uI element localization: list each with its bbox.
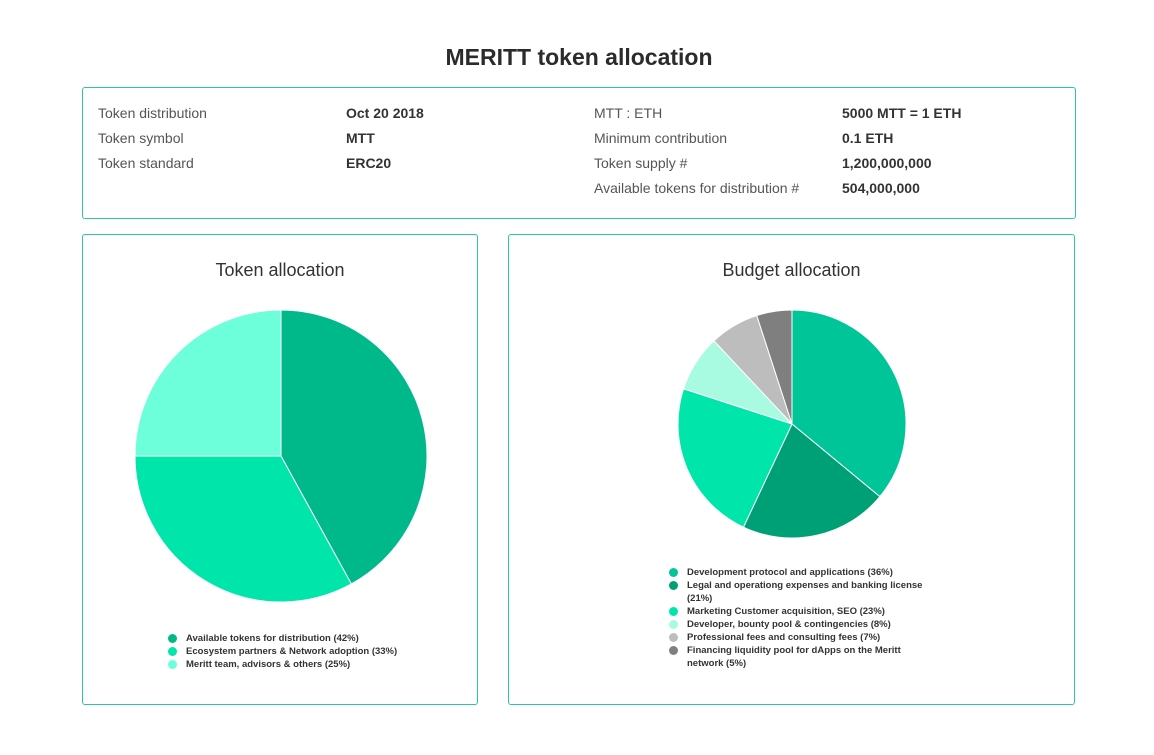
pie-slice xyxy=(134,309,282,457)
legend-swatch xyxy=(168,634,177,643)
token-allocation-panel: Token allocation Available tokens for di… xyxy=(82,234,478,705)
info-label: Token distribution xyxy=(98,105,207,121)
legend-label: Available tokens for distribution (42%) xyxy=(186,633,359,644)
token-info-panel: Token distribution Oct 20 2018 Token symbo… xyxy=(82,87,1076,219)
legend-item: Developer, bounty pool & contingencies (… xyxy=(669,618,929,631)
pie-slice xyxy=(791,309,907,498)
legend-swatch xyxy=(168,660,177,669)
legend-label: Meritt team, advisors & others (25%) xyxy=(186,659,351,670)
budget-allocation-pie xyxy=(677,309,907,539)
legend-swatch xyxy=(669,581,678,590)
info-label: MTT : ETH xyxy=(594,105,663,121)
legend-swatch xyxy=(669,620,678,629)
pie-slice xyxy=(742,423,881,539)
budget-allocation-title: Budget allocation xyxy=(722,260,861,280)
legend-label: Marketing Customer acquisition, SEO (23%… xyxy=(687,606,885,617)
info-label: Available tokens for distribution # xyxy=(594,180,800,196)
legend-item: Financing liquidity pool for dApps on th… xyxy=(669,644,929,670)
legend-item: Professional fees and consulting fees (7… xyxy=(669,631,929,644)
legend-swatch xyxy=(168,647,177,656)
legend-item: Meritt team, advisors & others (25%) xyxy=(168,658,428,671)
info-label: Minimum contribution xyxy=(594,130,728,146)
legend-label: Legal and operationg expenses and bankin… xyxy=(687,580,923,604)
info-value: ERC20 xyxy=(346,155,392,171)
page-title: MERITT token allocation xyxy=(445,44,713,70)
pie-slice xyxy=(677,388,793,528)
info-value: 0.1 ETH xyxy=(842,130,894,146)
legend-label: Ecosystem partners & Network adoption (3… xyxy=(186,646,398,657)
legend-swatch xyxy=(669,633,678,642)
legend-item: Legal and operationg expenses and bankin… xyxy=(669,579,929,605)
legend-item: Ecosystem partners & Network adoption (3… xyxy=(168,645,428,658)
info-value: 5000 MTT = 1 ETH xyxy=(842,105,962,121)
info-value: 504,000,000 xyxy=(842,180,920,196)
token-allocation-legend: Available tokens for distribution (42%) E… xyxy=(168,632,428,671)
info-value: Oct 20 2018 xyxy=(346,105,424,121)
legend-label: Developer, bounty pool & contingencies (… xyxy=(687,619,891,630)
legend-swatch xyxy=(669,607,678,616)
legend-swatch xyxy=(669,568,678,577)
info-label: Token supply # xyxy=(594,155,688,171)
info-label: Token symbol xyxy=(98,130,184,146)
pie-slice xyxy=(756,309,793,425)
info-label: Token standard xyxy=(98,155,194,171)
legend-item: Marketing Customer acquisition, SEO (23%… xyxy=(669,605,929,618)
budget-allocation-panel: Budget allocation Development protocol a… xyxy=(508,234,1075,705)
legend-label: Financing liquidity pool for dApps on th… xyxy=(687,645,901,669)
pie-slice xyxy=(134,455,353,603)
legend-label: Professional fees and consulting fees (7… xyxy=(687,632,881,643)
token-allocation-pie xyxy=(134,309,428,603)
token-allocation-title: Token allocation xyxy=(215,260,345,280)
legend-item: Available tokens for distribution (42%) xyxy=(168,632,428,645)
info-value: MTT xyxy=(346,130,375,146)
pie-slice xyxy=(280,309,428,585)
legend-item: Development protocol and applications (3… xyxy=(669,566,929,579)
legend-label: Development protocol and applications (3… xyxy=(687,567,893,578)
legend-swatch xyxy=(669,646,678,655)
info-value: 1,200,000,000 xyxy=(842,155,932,171)
budget-allocation-legend: Development protocol and applications (3… xyxy=(669,566,929,670)
